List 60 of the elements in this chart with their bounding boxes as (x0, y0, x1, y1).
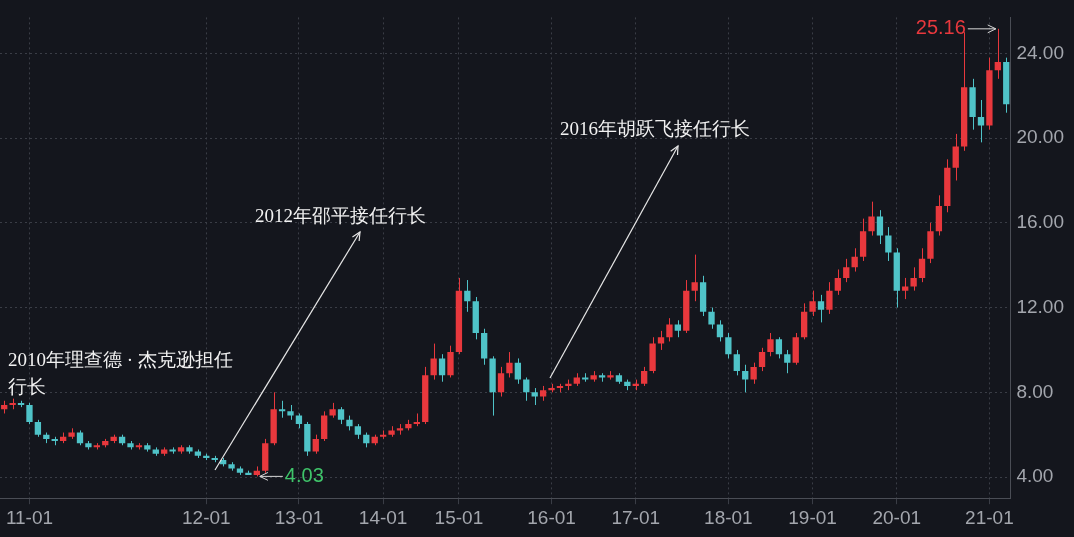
x-tick-label: 14-01 (358, 506, 408, 528)
x-tick-label: 21-01 (965, 506, 1014, 528)
candlestick (902, 277, 909, 300)
x-tick-label: 20-01 (872, 506, 922, 528)
candlestick (514, 357, 522, 385)
candlestick (26, 402, 33, 425)
y-tick-label: 24.00 (1016, 41, 1064, 63)
candlestick (725, 332, 732, 359)
candlestick (742, 364, 749, 393)
annotation: 25.16 (915, 16, 966, 39)
x-tick-label: 19-01 (788, 506, 837, 528)
candlestick (758, 347, 766, 372)
y-tick-label: 4.00 (1016, 465, 1054, 487)
x-tick-label: 18-01 (704, 506, 753, 528)
candlestick (708, 307, 715, 330)
candlestick (464, 279, 471, 313)
x-tick-label: 12-01 (182, 506, 231, 528)
candlestick (430, 343, 437, 381)
candlestick (775, 336, 783, 359)
candlestick (321, 410, 328, 442)
y-tick-label: 20.00 (1016, 126, 1064, 148)
candlestick (817, 294, 825, 323)
x-tick-label: 16-01 (527, 506, 576, 528)
candlestick (641, 366, 648, 387)
candlestick (784, 349, 791, 374)
x-tick-label: 13-01 (274, 506, 324, 528)
candlestick (876, 209, 884, 245)
candlestick (312, 434, 319, 455)
candlestick (868, 201, 875, 237)
x-tick-label: 11-01 (5, 506, 54, 528)
y-tick-label: 12.00 (1016, 295, 1064, 317)
candlestick (834, 268, 841, 296)
candlestick (750, 362, 757, 385)
candlestick (497, 366, 505, 398)
candlestick (826, 281, 833, 315)
candlestick (716, 319, 724, 342)
y-tick-label: 16.00 (1016, 211, 1064, 233)
candlestick (733, 349, 740, 376)
candlestick (910, 266, 917, 292)
x-tick-label: 17-01 (611, 506, 661, 528)
candlestick (851, 247, 858, 273)
candlestick (438, 353, 446, 383)
annotation: 2012年邵平接任行长 (255, 205, 426, 226)
annotation: 2016年胡跃飞接任行长 (560, 118, 750, 139)
candlestick (952, 133, 959, 181)
candlestick (691, 254, 698, 302)
candlestick (447, 345, 454, 378)
y-tick-label: 8.00 (1016, 380, 1054, 402)
annotation: 2010年理查德 · 杰克逊担任行长 (8, 349, 233, 397)
candlestick (666, 317, 673, 342)
candlestick (918, 247, 926, 283)
candlestick (809, 290, 816, 317)
candlestick (885, 226, 892, 262)
candlestick (657, 330, 665, 351)
annotation: 4.03 (284, 463, 324, 486)
candlestick (506, 351, 513, 378)
candlestick (523, 376, 530, 402)
x-tick-label: 15-01 (434, 506, 484, 528)
candlestick (843, 258, 850, 283)
candlestick (767, 332, 774, 357)
